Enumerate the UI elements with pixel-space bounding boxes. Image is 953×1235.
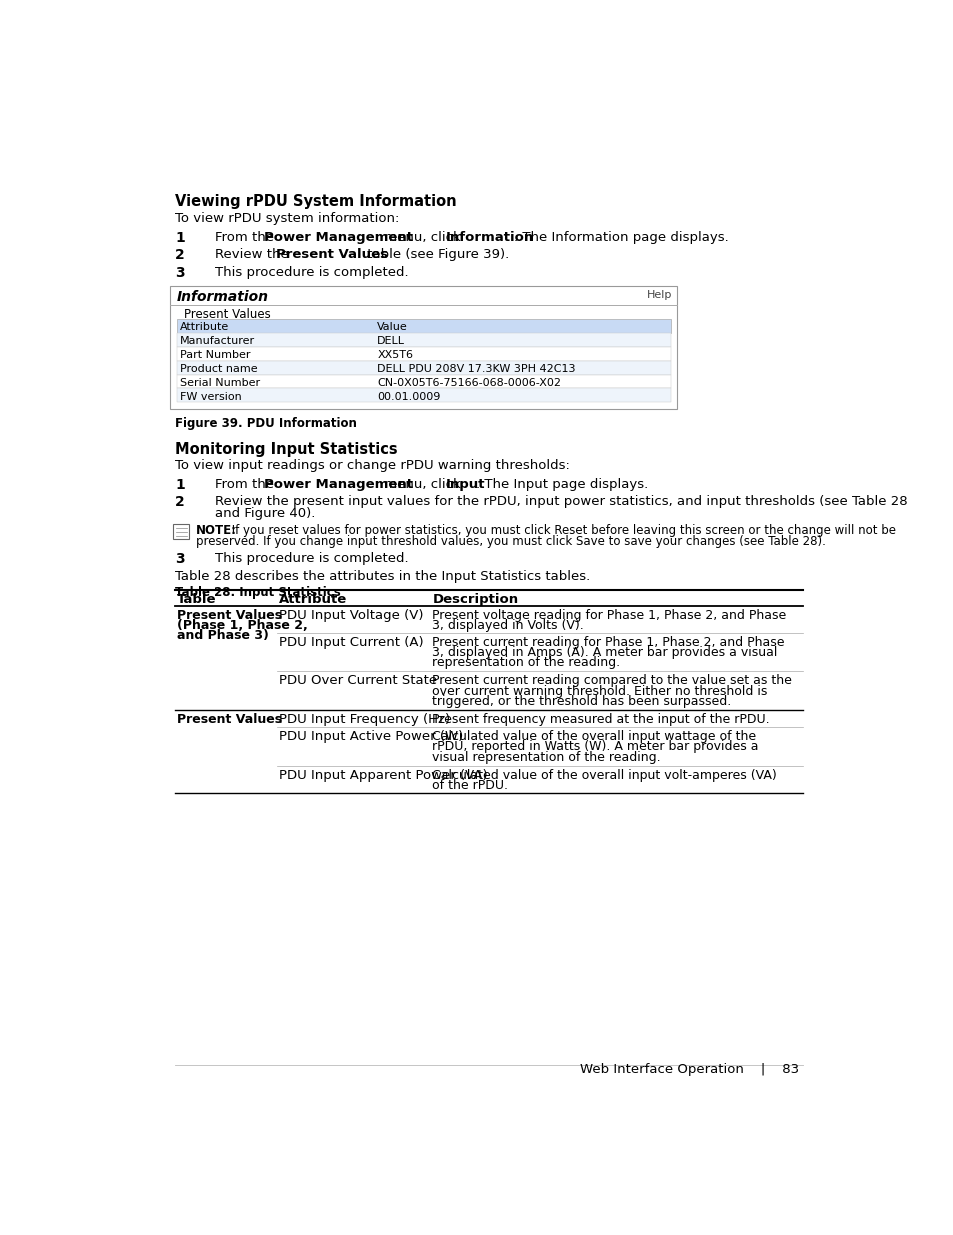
- Text: Present Values: Present Values: [176, 714, 281, 726]
- Text: . The Information page displays.: . The Information page displays.: [514, 231, 728, 243]
- Text: 3, displayed in Amps (A). A meter bar provides a visual: 3, displayed in Amps (A). A meter bar pr…: [432, 646, 777, 659]
- Text: 2: 2: [174, 248, 185, 262]
- Text: This procedure is completed.: This procedure is completed.: [215, 552, 409, 566]
- Text: Present Values: Present Values: [184, 308, 271, 321]
- Text: Present voltage reading for Phase 1, Phase 2, and Phase: Present voltage reading for Phase 1, Pha…: [432, 609, 786, 621]
- Text: Part Number: Part Number: [179, 350, 250, 359]
- Text: 00.01.0009: 00.01.0009: [377, 391, 440, 401]
- Text: PDU Over Current State: PDU Over Current State: [278, 674, 436, 688]
- Text: triggered, or the threshold has been surpassed.: triggered, or the threshold has been sur…: [432, 695, 731, 709]
- Text: This procedure is completed.: This procedure is completed.: [215, 266, 409, 279]
- Text: Present current reading compared to the value set as the: Present current reading compared to the …: [432, 674, 791, 688]
- Text: representation of the reading.: representation of the reading.: [432, 656, 619, 669]
- Text: Present frequency measured at the input of the rPDU.: Present frequency measured at the input …: [432, 714, 769, 726]
- Text: Review the: Review the: [215, 248, 293, 262]
- Text: Description: Description: [432, 593, 517, 606]
- Text: Attribute: Attribute: [179, 322, 229, 332]
- Text: Present Values: Present Values: [275, 248, 387, 262]
- Text: preserved. If you change input threshold values, you must click Save to save you: preserved. If you change input threshold…: [195, 535, 825, 548]
- Text: Serial Number: Serial Number: [179, 378, 259, 388]
- Bar: [176, 347, 670, 361]
- Text: Calculated value of the overall input volt-amperes (VA): Calculated value of the overall input vo…: [432, 769, 777, 782]
- Text: Information: Information: [176, 290, 269, 304]
- Text: Web Interface Operation    |    83: Web Interface Operation | 83: [579, 1063, 798, 1076]
- Bar: [171, 287, 677, 409]
- Text: NOTE:: NOTE:: [195, 524, 236, 537]
- Text: Calculated value of the overall input wattage of the: Calculated value of the overall input wa…: [432, 730, 756, 743]
- Text: 3: 3: [174, 552, 185, 567]
- Text: Table 28. Input Statistics: Table 28. Input Statistics: [174, 585, 340, 599]
- Text: 3, displayed in Volts (V).: 3, displayed in Volts (V).: [432, 619, 583, 632]
- Text: (Phase 1, Phase 2,: (Phase 1, Phase 2,: [176, 619, 307, 632]
- Text: If you reset values for power statistics, you must click Reset before leaving th: If you reset values for power statistics…: [228, 524, 895, 537]
- Text: From the: From the: [215, 478, 278, 490]
- Text: PDU Input Current (A): PDU Input Current (A): [278, 636, 423, 648]
- Text: XX5T6: XX5T6: [377, 350, 413, 359]
- Text: To view input readings or change rPDU warning thresholds:: To view input readings or change rPDU wa…: [174, 459, 569, 472]
- Text: Help: Help: [646, 290, 672, 300]
- Text: 1: 1: [174, 478, 185, 492]
- Text: Table: Table: [176, 593, 216, 606]
- Bar: [176, 389, 670, 403]
- Text: menu, click: menu, click: [379, 478, 464, 490]
- Text: 3: 3: [174, 266, 185, 280]
- Text: Figure 39. PDU Information: Figure 39. PDU Information: [174, 417, 356, 430]
- Text: and Phase 3): and Phase 3): [176, 630, 268, 642]
- Text: DELL: DELL: [377, 336, 405, 346]
- Text: Table 28 describes the attributes in the Input Statistics tables.: Table 28 describes the attributes in the…: [174, 571, 590, 583]
- Bar: [173, 524, 189, 540]
- Text: To view rPDU system information:: To view rPDU system information:: [174, 212, 399, 225]
- Text: Power Management: Power Management: [264, 231, 413, 243]
- Text: CN-0X05T6-75166-068-0006-X02: CN-0X05T6-75166-068-0006-X02: [377, 378, 560, 388]
- Text: visual representation of the reading.: visual representation of the reading.: [432, 751, 660, 763]
- Text: Power Management: Power Management: [264, 478, 413, 490]
- Text: Manufacturer: Manufacturer: [179, 336, 254, 346]
- Text: Information: Information: [445, 231, 534, 243]
- Text: Attribute: Attribute: [278, 593, 347, 606]
- Text: Review the present input values for the rPDU, input power statistics, and input : Review the present input values for the …: [215, 495, 907, 509]
- Text: Present Values: Present Values: [176, 609, 281, 621]
- Text: FW version: FW version: [179, 391, 241, 401]
- Text: Product name: Product name: [179, 364, 257, 374]
- Bar: [176, 374, 670, 389]
- Text: table (see Figure 39).: table (see Figure 39).: [362, 248, 508, 262]
- Text: PDU Input Voltage (V): PDU Input Voltage (V): [278, 609, 423, 621]
- Text: Viewing rPDU System Information: Viewing rPDU System Information: [174, 194, 456, 210]
- Text: 2: 2: [174, 495, 185, 510]
- Bar: [176, 361, 670, 374]
- Text: rPDU, reported in Watts (W). A meter bar provides a: rPDU, reported in Watts (W). A meter bar…: [432, 740, 758, 753]
- Text: PDU Input Active Power (W): PDU Input Active Power (W): [278, 730, 462, 743]
- Text: Present current reading for Phase 1, Phase 2, and Phase: Present current reading for Phase 1, Pha…: [432, 636, 784, 648]
- Text: of the rPDU.: of the rPDU.: [432, 779, 508, 792]
- Text: DELL PDU 208V 17.3KW 3PH 42C13: DELL PDU 208V 17.3KW 3PH 42C13: [377, 364, 576, 374]
- Text: . The Input page displays.: . The Input page displays.: [476, 478, 648, 490]
- Text: menu, click: menu, click: [379, 231, 464, 243]
- Bar: [176, 319, 670, 333]
- Text: 1: 1: [174, 231, 185, 245]
- Text: Value: Value: [377, 322, 408, 332]
- Text: over current warning threshold. Either no threshold is: over current warning threshold. Either n…: [432, 685, 767, 698]
- Bar: [176, 333, 670, 347]
- Text: PDU Input Frequency (Hz): PDU Input Frequency (Hz): [278, 714, 450, 726]
- Text: From the: From the: [215, 231, 278, 243]
- Text: PDU Input Apparent Power (VA): PDU Input Apparent Power (VA): [278, 769, 487, 782]
- Text: Input: Input: [445, 478, 485, 490]
- Text: and Figure 40).: and Figure 40).: [215, 508, 315, 520]
- Text: Monitoring Input Statistics: Monitoring Input Statistics: [174, 442, 397, 457]
